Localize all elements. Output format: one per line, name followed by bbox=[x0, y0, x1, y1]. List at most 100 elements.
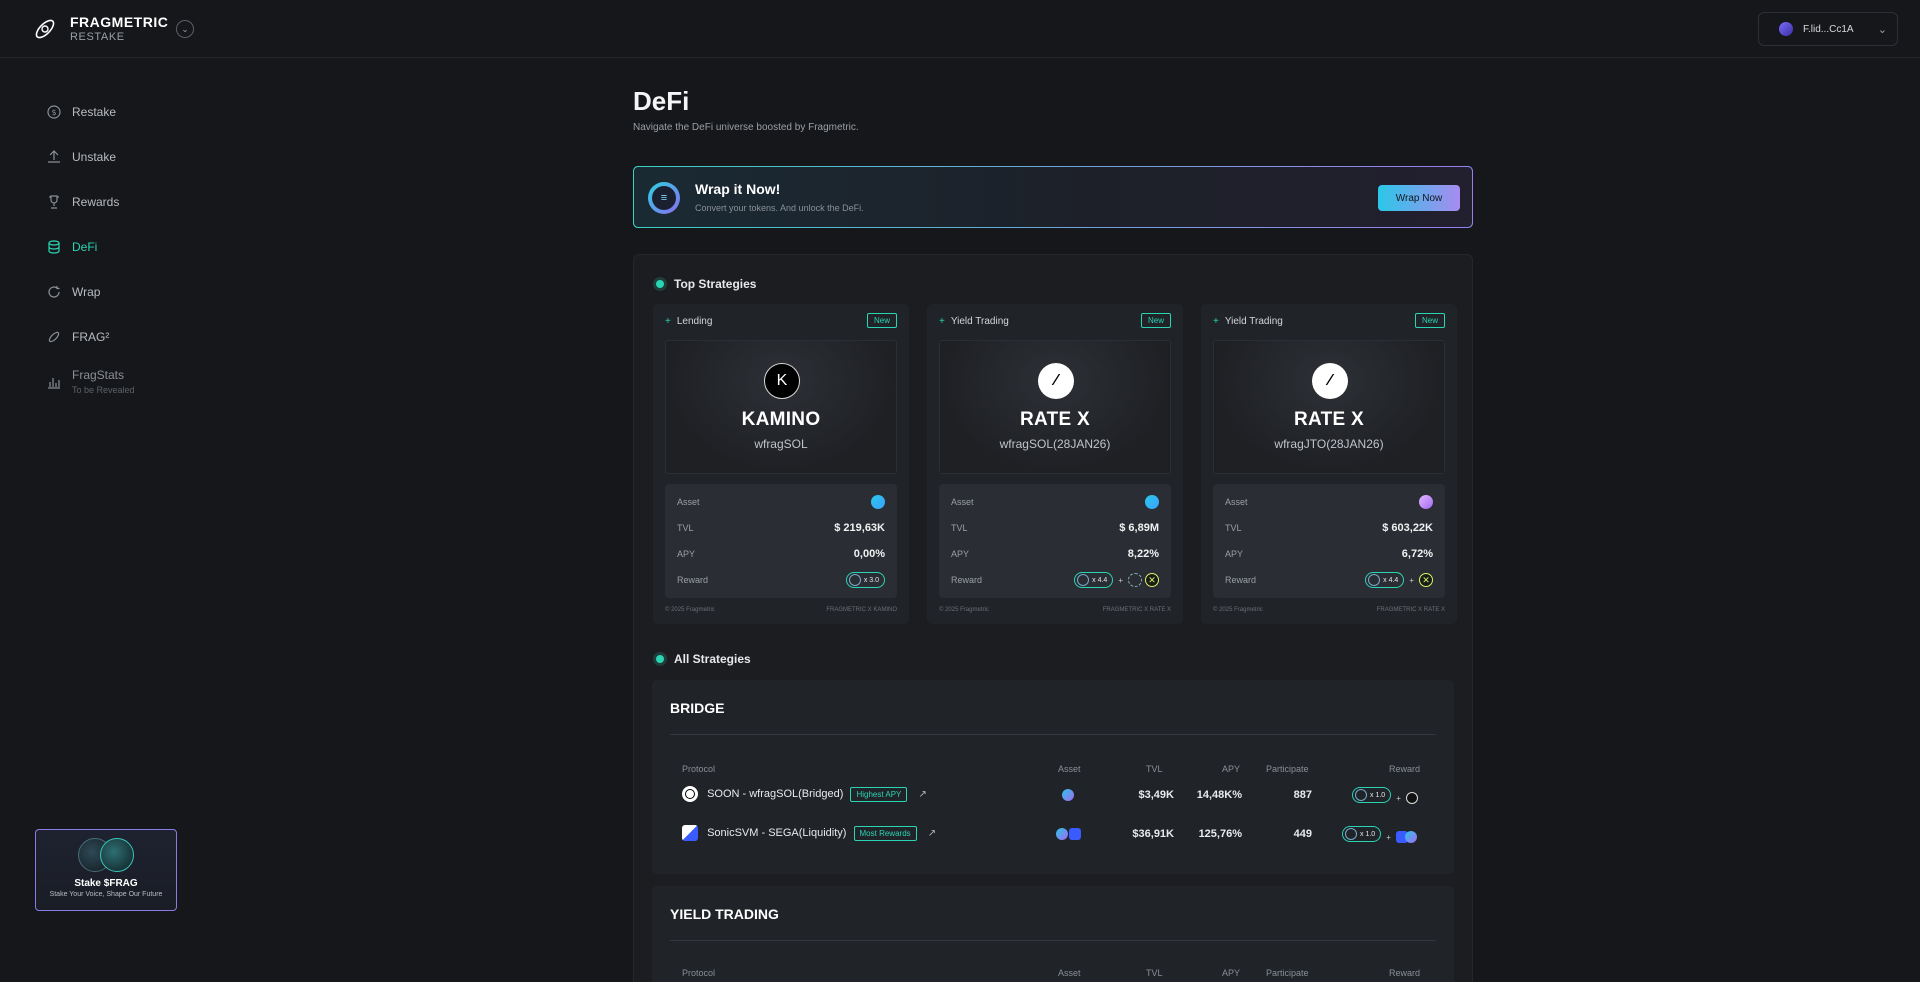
fragmetric-logo-icon bbox=[35, 19, 55, 38]
top-header: FRAGMETRIC RESTAKE ⌄ F.lid...Cc1A ⌄ bbox=[0, 0, 1920, 58]
reward-multiplier: x 1.0 bbox=[1342, 826, 1382, 842]
soon-reward-icon bbox=[1405, 792, 1418, 805]
strategy-card-ratex-sol[interactable]: + Yield Trading New ⁄ RATE X wfragSOL(28J… bbox=[927, 304, 1183, 624]
sidebar-item-label: Unstake bbox=[72, 150, 117, 164]
chevron-down-icon: ⌄ bbox=[1877, 23, 1887, 36]
new-badge: New bbox=[1140, 313, 1171, 328]
top-strategies-heading: Top Strategies bbox=[656, 277, 756, 291]
most-rewards-badge: Most Rewards bbox=[853, 825, 917, 841]
sidebar-item-fragstats[interactable]: FragStats To be Revealed bbox=[46, 368, 135, 395]
all-strategies-heading: All Strategies bbox=[656, 652, 751, 666]
card-hero: ⁄ RATE X wfragSOL(28JAN26) bbox=[939, 340, 1171, 474]
frag-point-icon bbox=[848, 574, 861, 586]
token-name: wfragSOL bbox=[754, 437, 808, 451]
reward-multiplier: x 4.4 bbox=[1074, 572, 1114, 588]
bridge-strategies-table: BRIDGE Protocol Asset TVL APY Participat… bbox=[652, 680, 1454, 874]
trophy-icon bbox=[46, 194, 62, 210]
stake-frag-card[interactable]: Stake $FRAG Stake Your Voice, Shape Our … bbox=[35, 829, 177, 911]
card-hero: K KAMINO wfragSOL bbox=[665, 340, 897, 474]
stake-card-title: Stake $FRAG bbox=[74, 878, 138, 889]
ratex-reward-icon: ✕ bbox=[1145, 573, 1159, 587]
strategy-card-kamino[interactable]: + Lending New K KAMINO wfragSOL Asset TVL… bbox=[653, 304, 909, 624]
apy-value: 0,00% bbox=[853, 548, 885, 560]
frag-coins-image bbox=[76, 838, 136, 874]
new-badge: New bbox=[866, 313, 897, 328]
sidebar-item-label: FragStats bbox=[72, 368, 125, 382]
sidebar-item-frag2[interactable]: FRAG² bbox=[46, 329, 109, 345]
external-link-icon[interactable]: ↗ bbox=[918, 788, 927, 800]
swirl-icon bbox=[1128, 573, 1142, 587]
reward-multiplier: x 1.0 bbox=[1352, 787, 1392, 803]
wallet-address: F.lid...Cc1A bbox=[1803, 23, 1854, 35]
sidebar-item-label: DeFi bbox=[72, 240, 98, 254]
frag-point-icon bbox=[1077, 574, 1090, 586]
wfragsol-icon bbox=[1056, 828, 1068, 841]
card-category: + Lending bbox=[665, 316, 713, 327]
soon-logo-icon bbox=[682, 786, 698, 802]
protocol-label: SOON - wfragSOL(Bridged) bbox=[707, 787, 844, 800]
wrap-banner: ≡ Wrap it Now! Convert your tokens. And … bbox=[633, 166, 1473, 228]
card-footer: © 2025 Fragmetric FRAGMETRIC X RATE X bbox=[1213, 607, 1445, 613]
sidebar-item-label: Wrap bbox=[72, 285, 101, 299]
wallet-button[interactable]: F.lid...Cc1A ⌄ bbox=[1758, 12, 1898, 46]
sidebar-item-wrap[interactable]: Wrap bbox=[46, 284, 100, 300]
tvl-value: $ 603,22K bbox=[1382, 522, 1433, 534]
wrap-banner-subtitle: Convert your tokens. And unlock the DeFi… bbox=[695, 203, 864, 213]
card-hero: ⁄ RATE X wfragJTO(28JAN26) bbox=[1213, 340, 1445, 474]
wallet-avatar-icon bbox=[1779, 22, 1793, 36]
sidebar-item-restake[interactable]: $ Restake bbox=[46, 104, 116, 120]
new-badge: New bbox=[1414, 313, 1445, 328]
protocol-name: RATE X bbox=[1019, 409, 1091, 430]
stake-card-subtitle: Stake Your Voice, Shape Our Future bbox=[49, 891, 163, 898]
protocol-name: RATE X bbox=[1293, 409, 1365, 430]
table-row[interactable]: SonicSVM - SEGA(Liquidity) Most Rewards … bbox=[682, 823, 1424, 847]
upload-icon bbox=[46, 149, 62, 165]
sonicsvm-logo-icon bbox=[682, 825, 698, 841]
tvl-value: $ 6,89M bbox=[1119, 522, 1159, 534]
ratex-logo-icon: ⁄ bbox=[1038, 363, 1074, 399]
wfragsol-icon bbox=[1145, 495, 1159, 509]
card-stats: Asset TVL $ 6,89M APY 8,22% Reward x 4.4 + ✕ bbox=[939, 484, 1171, 598]
sidebar: $ Restake Unstake Rewards DeFi Wrap FRAG… bbox=[0, 58, 240, 982]
link-icon bbox=[46, 329, 62, 345]
protocol-name: KAMINO bbox=[741, 409, 821, 430]
kamino-logo-icon: K bbox=[764, 363, 800, 399]
svg-text:$: $ bbox=[51, 108, 56, 117]
brand-logo[interactable]: FRAGMETRIC RESTAKE bbox=[32, 14, 168, 43]
wrap-token-icon: ≡ bbox=[648, 182, 680, 214]
sidebar-item-rewards[interactable]: Rewards bbox=[46, 194, 119, 210]
card-footer: © 2025 Fragmetric FRAGMETRIC X RATE X bbox=[939, 607, 1171, 613]
bar-chart-icon bbox=[46, 374, 62, 390]
highest-apy-badge: Highest APY bbox=[850, 786, 908, 802]
wfragjto-icon bbox=[1419, 495, 1433, 509]
card-stats: Asset TVL $ 603,22K APY 6,72% Reward x 4.4 +… bbox=[1213, 484, 1445, 598]
refresh-icon bbox=[46, 284, 62, 300]
sidebar-item-defi[interactable]: DeFi bbox=[46, 239, 97, 255]
page-title: DeFi bbox=[633, 86, 690, 116]
frag-point-icon bbox=[1368, 574, 1381, 586]
table-row[interactable]: SOON - wfragSOL(Bridged) Highest APY ↗ $… bbox=[682, 784, 1424, 808]
page-subtitle: Navigate the DeFi universe boosted by Fr… bbox=[633, 122, 859, 133]
tvl-value: $ 219,63K bbox=[834, 522, 885, 534]
brand-subtitle: RESTAKE bbox=[70, 31, 125, 43]
card-category: + Yield Trading bbox=[939, 316, 1009, 327]
card-category: + Yield Trading bbox=[1213, 316, 1283, 327]
yield-trading-strategies-table: YIELD TRADING Protocol Asset TVL APY Par… bbox=[652, 886, 1454, 982]
wrap-now-button[interactable]: Wrap Now bbox=[1378, 185, 1460, 211]
protocol-label: SonicSVM - SEGA(Liquidity) bbox=[707, 826, 847, 839]
database-icon bbox=[46, 239, 62, 255]
wfragsol-icon bbox=[871, 495, 885, 509]
frag-point-icon bbox=[1355, 789, 1367, 801]
product-switch-chevron-icon[interactable]: ⌄ bbox=[176, 20, 194, 38]
external-link-icon[interactable]: ↗ bbox=[927, 827, 937, 839]
section-dot-icon bbox=[656, 280, 664, 288]
sidebar-item-label: Rewards bbox=[72, 195, 120, 209]
sidebar-item-unstake[interactable]: Unstake bbox=[46, 149, 116, 165]
apy-value: 6,72% bbox=[1401, 548, 1433, 560]
sonic-reward-icon-2 bbox=[1404, 831, 1417, 844]
apy-value: 8,22% bbox=[1127, 548, 1159, 560]
reward-multiplier: x 4.4 bbox=[1365, 572, 1405, 588]
strategy-card-ratex-jto[interactable]: + Yield Trading New ⁄ RATE X wfragJTO(28J… bbox=[1201, 304, 1457, 624]
card-stats: Asset TVL $ 219,63K APY 0,00% Reward x 3.0 bbox=[665, 484, 897, 598]
wrap-banner-title: Wrap it Now! bbox=[695, 181, 781, 197]
